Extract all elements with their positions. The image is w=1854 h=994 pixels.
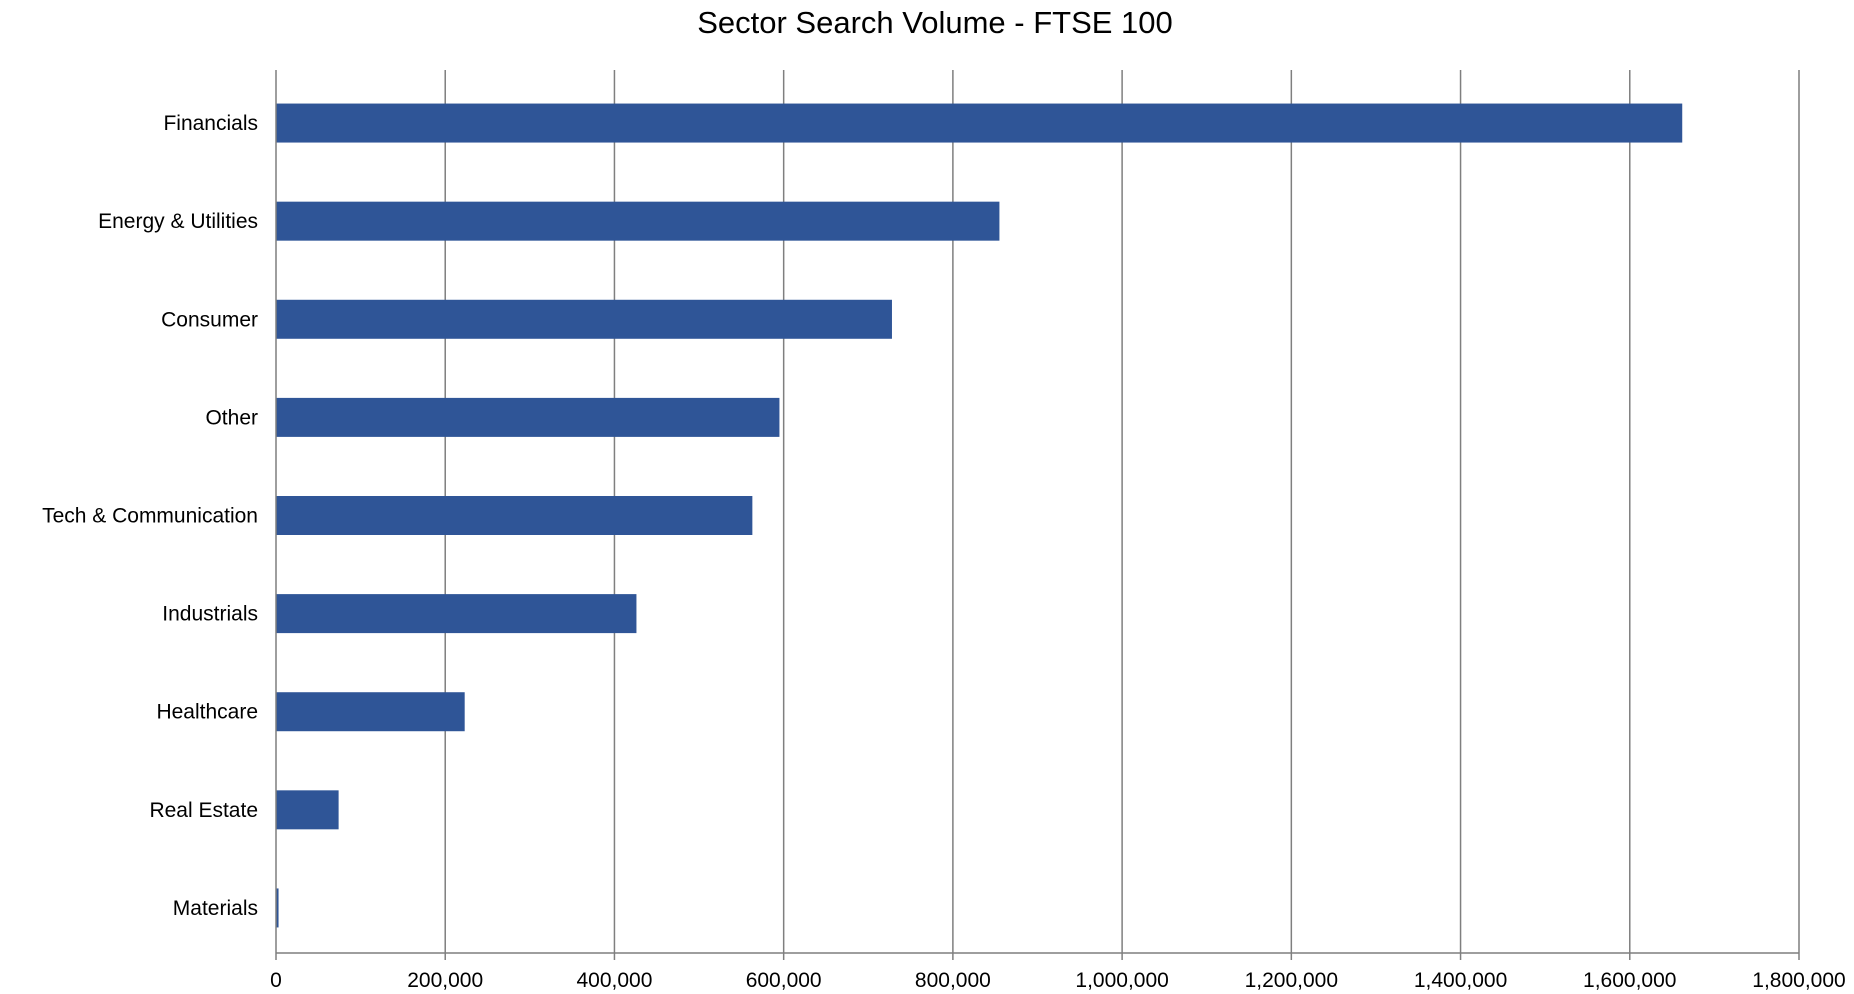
x-tick-label: 1,800,000 [1752,969,1845,992]
x-tick-labels: 0 200,000 400,000 600,000 800,000 1,000,000 1,… [270,969,1846,992]
bar [276,692,465,732]
category-label: Consumer [161,308,258,331]
x-tick-label: 0 [270,969,282,992]
chart-title: Sector Search Volume - FTSE 100 [697,5,1173,40]
category-label: Healthcare [156,701,258,724]
x-tick-label: 400,000 [576,969,652,992]
bars [276,103,1683,928]
category-label: Tech & Communication [42,505,258,528]
bar [276,496,753,535]
x-tick-label: 800,000 [915,969,991,992]
category-label: Materials [173,897,258,920]
x-tick-label: 1,400,000 [1414,969,1507,992]
category-label: Industrials [162,603,258,626]
axes [275,70,1800,960]
category-label: Energy & Utilities [98,210,258,233]
category-label: Financials [163,112,258,135]
bar [276,790,339,830]
x-tick-label: 600,000 [746,969,822,992]
category-label: Real Estate [149,799,258,822]
bar [276,299,892,339]
x-tick-label: 200,000 [407,969,483,992]
category-label: Other [205,406,258,429]
bar [276,888,279,928]
x-tick-label: 1,200,000 [1245,969,1338,992]
category-labels: Financials Energy & Utilities Consumer Othe… [42,112,258,920]
bar [276,103,1683,143]
bar [276,397,780,437]
x-tick-label: 1,000,000 [1075,969,1168,992]
bar [276,594,637,634]
x-tick-label: 1,600,000 [1583,969,1676,992]
bar [276,201,1000,241]
